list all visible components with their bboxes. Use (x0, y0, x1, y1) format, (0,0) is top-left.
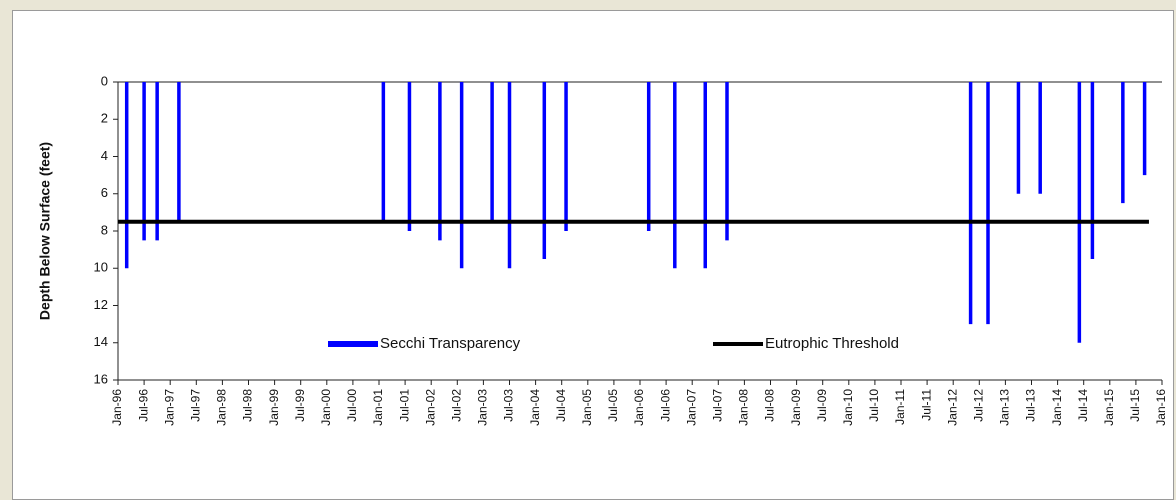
y-tick-label: 14 (94, 334, 108, 349)
x-tick-label: Jul-97 (188, 389, 202, 422)
x-tick-label: Jul-07 (710, 389, 724, 422)
x-tick-label: Jul-99 (293, 389, 307, 422)
x-tick-label: Jul-05 (606, 389, 620, 422)
x-tick-label: Jan-00 (319, 389, 333, 426)
x-tick-label: Jul-00 (345, 389, 359, 422)
x-tick-label: Jan-06 (632, 389, 646, 426)
y-tick-label: 2 (101, 111, 108, 126)
x-tick-label: Jul-10 (867, 389, 881, 422)
x-tick-label: Jan-11 (893, 389, 907, 425)
x-tick-label: Jan-10 (841, 389, 855, 426)
x-tick-label: Jan-03 (476, 389, 490, 426)
x-tick-label: Jul-02 (449, 389, 463, 422)
x-tick-label: Jan-05 (580, 389, 594, 426)
y-tick-label: 4 (101, 148, 108, 163)
x-tick-label: Jul-14 (1076, 389, 1090, 422)
x-tick-label: Jul-08 (763, 389, 777, 422)
legend-label: Eutrophic Threshold (765, 335, 899, 352)
x-tick-label: Jul-15 (1128, 389, 1142, 422)
x-tick-label: Jan-09 (789, 389, 803, 426)
x-tick-label: Jul-09 (815, 389, 829, 422)
x-tick-label: Jul-11 (919, 389, 933, 421)
y-axis-label: Depth Below Surface (feet) (37, 142, 53, 320)
x-tick-label: Jan-12 (945, 389, 959, 426)
x-tick-label: Jan-02 (423, 389, 437, 426)
x-tick-label: Jan-99 (267, 389, 281, 426)
x-tick-label: Jan-01 (371, 389, 385, 426)
x-tick-label: Jan-97 (162, 389, 176, 426)
x-tick-label: Jul-96 (136, 389, 150, 422)
x-tick-label: Jan-08 (737, 389, 751, 426)
x-tick-label: Jan-96 (110, 389, 124, 426)
x-tick-label: Jan-13 (998, 389, 1012, 426)
x-tick-label: Jan-15 (1102, 389, 1116, 426)
y-tick-label: 0 (101, 73, 108, 88)
x-tick-label: Jul-13 (1024, 389, 1038, 422)
x-tick-label: Jul-98 (241, 389, 255, 422)
y-tick-label: 6 (101, 185, 108, 200)
y-tick-label: 12 (94, 297, 108, 312)
y-tick-label: 10 (94, 260, 108, 275)
x-tick-label: Jan-98 (215, 389, 229, 426)
x-tick-label: Jul-12 (971, 389, 985, 422)
y-tick-label: 8 (101, 222, 108, 237)
x-tick-label: Jan-16 (1154, 389, 1168, 426)
chart-frame (12, 10, 1174, 500)
x-tick-label: Jan-14 (1050, 389, 1064, 426)
x-tick-label: Jul-01 (397, 389, 411, 422)
legend-label: Secchi Transparency (380, 335, 521, 352)
x-tick-label: Jan-04 (528, 389, 542, 426)
x-tick-label: Jul-03 (502, 389, 516, 422)
x-tick-label: Jul-04 (554, 389, 568, 422)
x-tick-label: Jul-06 (658, 389, 672, 422)
y-tick-label: 16 (94, 371, 108, 386)
x-tick-label: Jan-07 (684, 389, 698, 426)
